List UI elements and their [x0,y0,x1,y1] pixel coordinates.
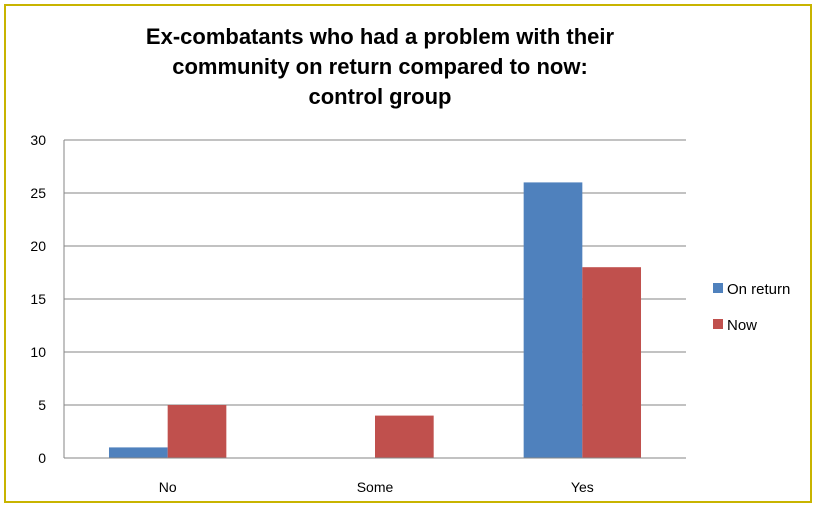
x-tick-label: Some [357,479,394,495]
legend-label: On return [727,281,790,298]
y-tick-label: 0 [38,450,46,466]
y-tick-label: 25 [30,185,46,201]
bars [108,182,642,458]
legend-swatch [713,283,723,293]
bar-now-some [375,415,434,458]
y-tick-label: 5 [38,397,46,413]
y-tick-label: 30 [30,132,46,148]
bar-on-return-no [108,447,168,458]
legend-swatch [713,319,723,329]
bar-on-return-yes [523,182,583,458]
y-tick-label: 20 [30,238,46,254]
bar-now-yes [582,267,642,458]
bar-now-no [167,405,227,458]
axes: 0 5 10 15 20 25 30 No Some Yes [30,132,686,495]
x-tick-label: No [159,479,177,495]
legend-label: Now [727,317,757,334]
x-tick-label: Yes [571,479,594,495]
legend: On return Now [713,281,790,334]
y-tick-label: 10 [30,344,46,360]
y-tick-label: 15 [30,291,46,307]
chart-title: Ex-combatants who had a problem with the… [145,24,615,109]
